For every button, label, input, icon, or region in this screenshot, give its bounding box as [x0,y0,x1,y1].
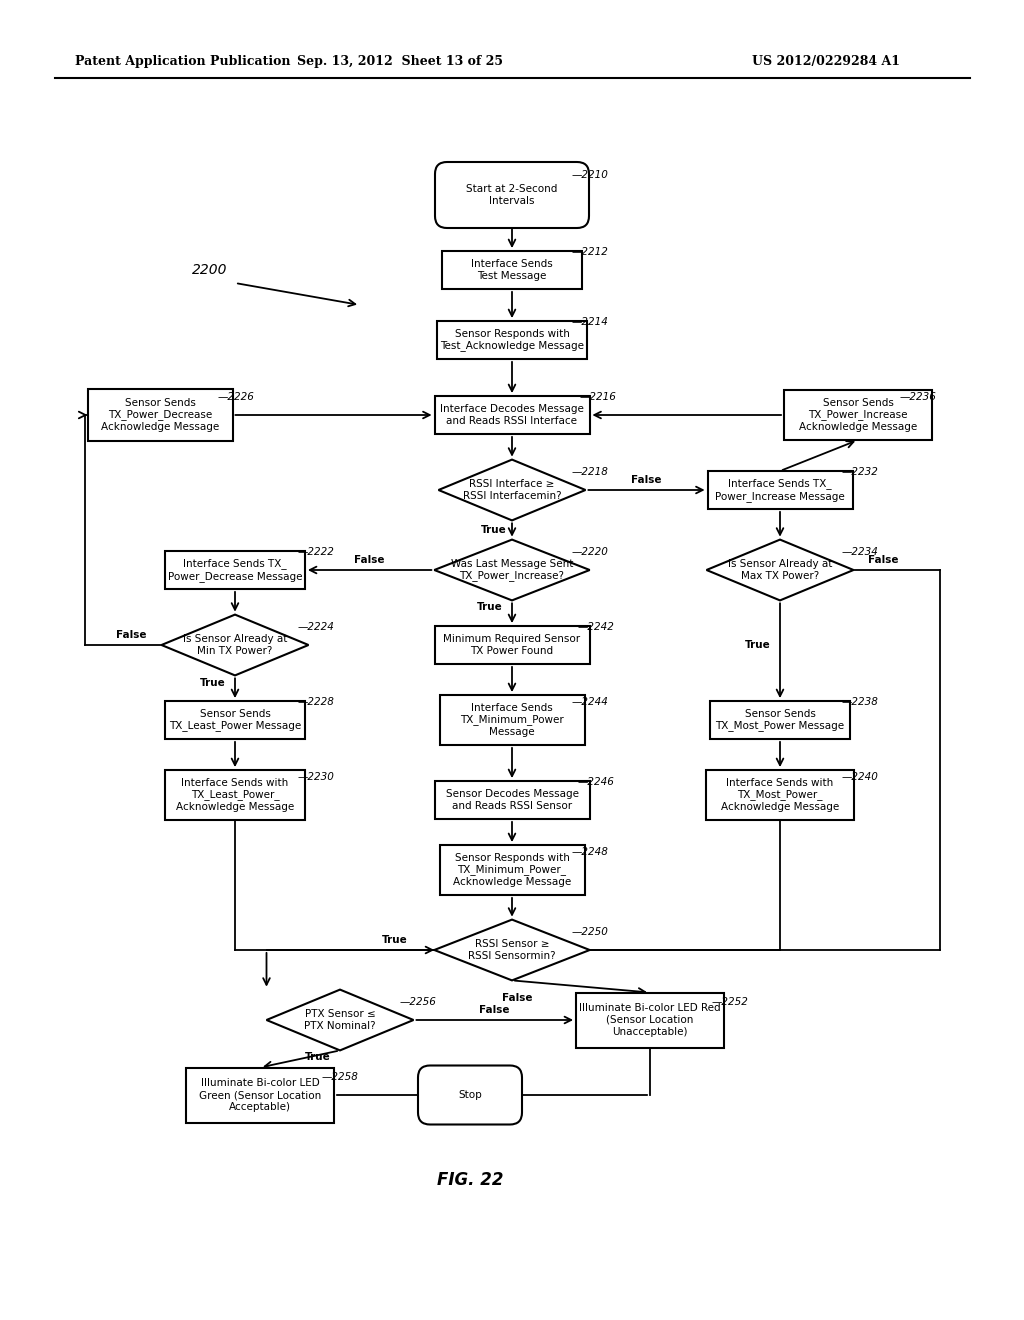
Text: Stop: Stop [458,1090,482,1100]
Text: —2232: —2232 [842,467,879,477]
Text: True: True [481,525,507,535]
Text: Is Sensor Already at
Min TX Power?: Is Sensor Already at Min TX Power? [183,634,287,656]
Text: Interface Sends with
TX_Most_Power_
Acknowledge Message: Interface Sends with TX_Most_Power_ Ackn… [721,777,839,812]
Text: —2222: —2222 [298,546,335,557]
FancyBboxPatch shape [418,1065,522,1125]
Text: —2248: —2248 [572,847,609,857]
Text: —2220: —2220 [572,546,609,557]
Text: —2240: —2240 [842,772,879,781]
Text: Interface Sends TX_
Power_Decrease Message: Interface Sends TX_ Power_Decrease Messa… [168,558,302,582]
Polygon shape [707,540,853,601]
Text: FIG. 22: FIG. 22 [437,1171,503,1189]
Bar [87,389,232,441]
Text: —2216: —2216 [580,392,616,403]
Text: False: False [479,1005,510,1015]
Bar [442,251,582,289]
Text: Was Last Message Sent
TX_Power_Increase?: Was Last Message Sent TX_Power_Increase? [451,558,573,581]
Text: False: False [502,994,532,1003]
Text: —2218: —2218 [572,467,609,477]
Bar [784,389,932,440]
Bar [575,993,724,1048]
Text: RSSI Sensor ≥
RSSI Sensormin?: RSSI Sensor ≥ RSSI Sensormin? [468,940,556,961]
FancyBboxPatch shape [435,162,589,228]
Text: Sensor Decodes Message
and Reads RSSI Sensor: Sensor Decodes Message and Reads RSSI Se… [445,789,579,810]
Bar [710,701,850,739]
Text: Sensor Sends
TX_Power_Decrease
Acknowledge Message: Sensor Sends TX_Power_Decrease Acknowled… [101,397,219,432]
Text: Sensor Responds with
TX_Minimum_Power_
Acknowledge Message: Sensor Responds with TX_Minimum_Power_ A… [453,853,571,887]
Text: Sensor Sends
TX_Power_Increase
Acknowledge Message: Sensor Sends TX_Power_Increase Acknowled… [799,397,918,432]
Text: False: False [354,554,385,565]
Bar [165,701,305,739]
Text: True: True [305,1052,331,1063]
Text: —2236: —2236 [900,392,937,403]
Bar [434,396,590,434]
Bar [439,845,585,895]
Text: Illuminate Bi-color LED
Green (Sensor Location
Acceptable): Illuminate Bi-color LED Green (Sensor Lo… [199,1078,322,1111]
Text: False: False [868,554,899,565]
Text: Interface Sends
TX_Minimum_Power
Message: Interface Sends TX_Minimum_Power Message [460,704,564,737]
Polygon shape [266,990,414,1051]
Text: —2212: —2212 [572,247,609,257]
Bar [165,770,305,820]
Text: —2244: —2244 [572,697,609,708]
Text: —2258: —2258 [322,1072,358,1082]
Text: —2224: —2224 [298,622,335,632]
Polygon shape [434,920,590,981]
Text: —2214: —2214 [572,317,609,327]
Text: PTX Sensor ≤
PTX Nominal?: PTX Sensor ≤ PTX Nominal? [304,1010,376,1031]
Text: Sensor Sends
TX_Most_Power Message: Sensor Sends TX_Most_Power Message [716,709,845,731]
Text: Start at 2-Second
Intervals: Start at 2-Second Intervals [466,185,558,206]
Bar [434,626,590,664]
Text: Interface Sends TX_
Power_Increase Message: Interface Sends TX_ Power_Increase Messa… [715,478,845,502]
Bar [437,321,587,359]
Bar [434,781,590,818]
Text: Patent Application Publication: Patent Application Publication [75,55,291,69]
Text: Sep. 13, 2012  Sheet 13 of 25: Sep. 13, 2012 Sheet 13 of 25 [297,55,503,69]
Text: Interface Decodes Message
and Reads RSSI Interface: Interface Decodes Message and Reads RSSI… [440,404,584,426]
Text: —2210: —2210 [572,170,609,180]
Text: —2228: —2228 [298,697,335,708]
Text: —2230: —2230 [298,772,335,781]
Text: —2250: —2250 [572,927,609,937]
Bar [708,471,853,510]
Bar [165,550,305,589]
Text: —2252: —2252 [712,997,749,1007]
Text: False: False [631,475,662,484]
Text: Is Sensor Already at
Max TX Power?: Is Sensor Already at Max TX Power? [728,560,833,581]
Text: 2200: 2200 [193,263,227,277]
Text: Illuminate Bi-color LED Red
(Sensor Location
Unacceptable): Illuminate Bi-color LED Red (Sensor Loca… [580,1003,721,1036]
Text: US 2012/0229284 A1: US 2012/0229284 A1 [752,55,900,69]
Text: True: True [381,935,408,945]
Text: Interface Sends with
TX_Least_Power_
Acknowledge Message: Interface Sends with TX_Least_Power_ Ack… [176,777,294,812]
Text: —2256: —2256 [400,997,437,1007]
Text: —2234: —2234 [842,546,879,557]
Text: Minimum Required Sensor
TX Power Found: Minimum Required Sensor TX Power Found [443,634,581,656]
Text: True: True [477,602,503,612]
Text: RSSI Interface ≥
RSSI Interfacemin?: RSSI Interface ≥ RSSI Interfacemin? [463,479,561,500]
Polygon shape [162,615,308,676]
Text: —2226: —2226 [218,392,255,403]
Text: False: False [117,630,146,640]
Text: —2242: —2242 [578,622,614,632]
Text: Interface Sends
Test Message: Interface Sends Test Message [471,259,553,281]
Text: —2238: —2238 [842,697,879,708]
Text: —2246: —2246 [578,777,614,787]
Text: Sensor Responds with
Test_Acknowledge Message: Sensor Responds with Test_Acknowledge Me… [440,329,584,351]
Bar [439,696,585,744]
Polygon shape [434,540,590,601]
Text: Sensor Sends
TX_Least_Power Message: Sensor Sends TX_Least_Power Message [169,709,301,731]
Bar [186,1068,334,1122]
Text: True: True [200,677,226,688]
Polygon shape [438,459,586,520]
Bar [706,770,854,820]
Text: True: True [745,640,771,649]
